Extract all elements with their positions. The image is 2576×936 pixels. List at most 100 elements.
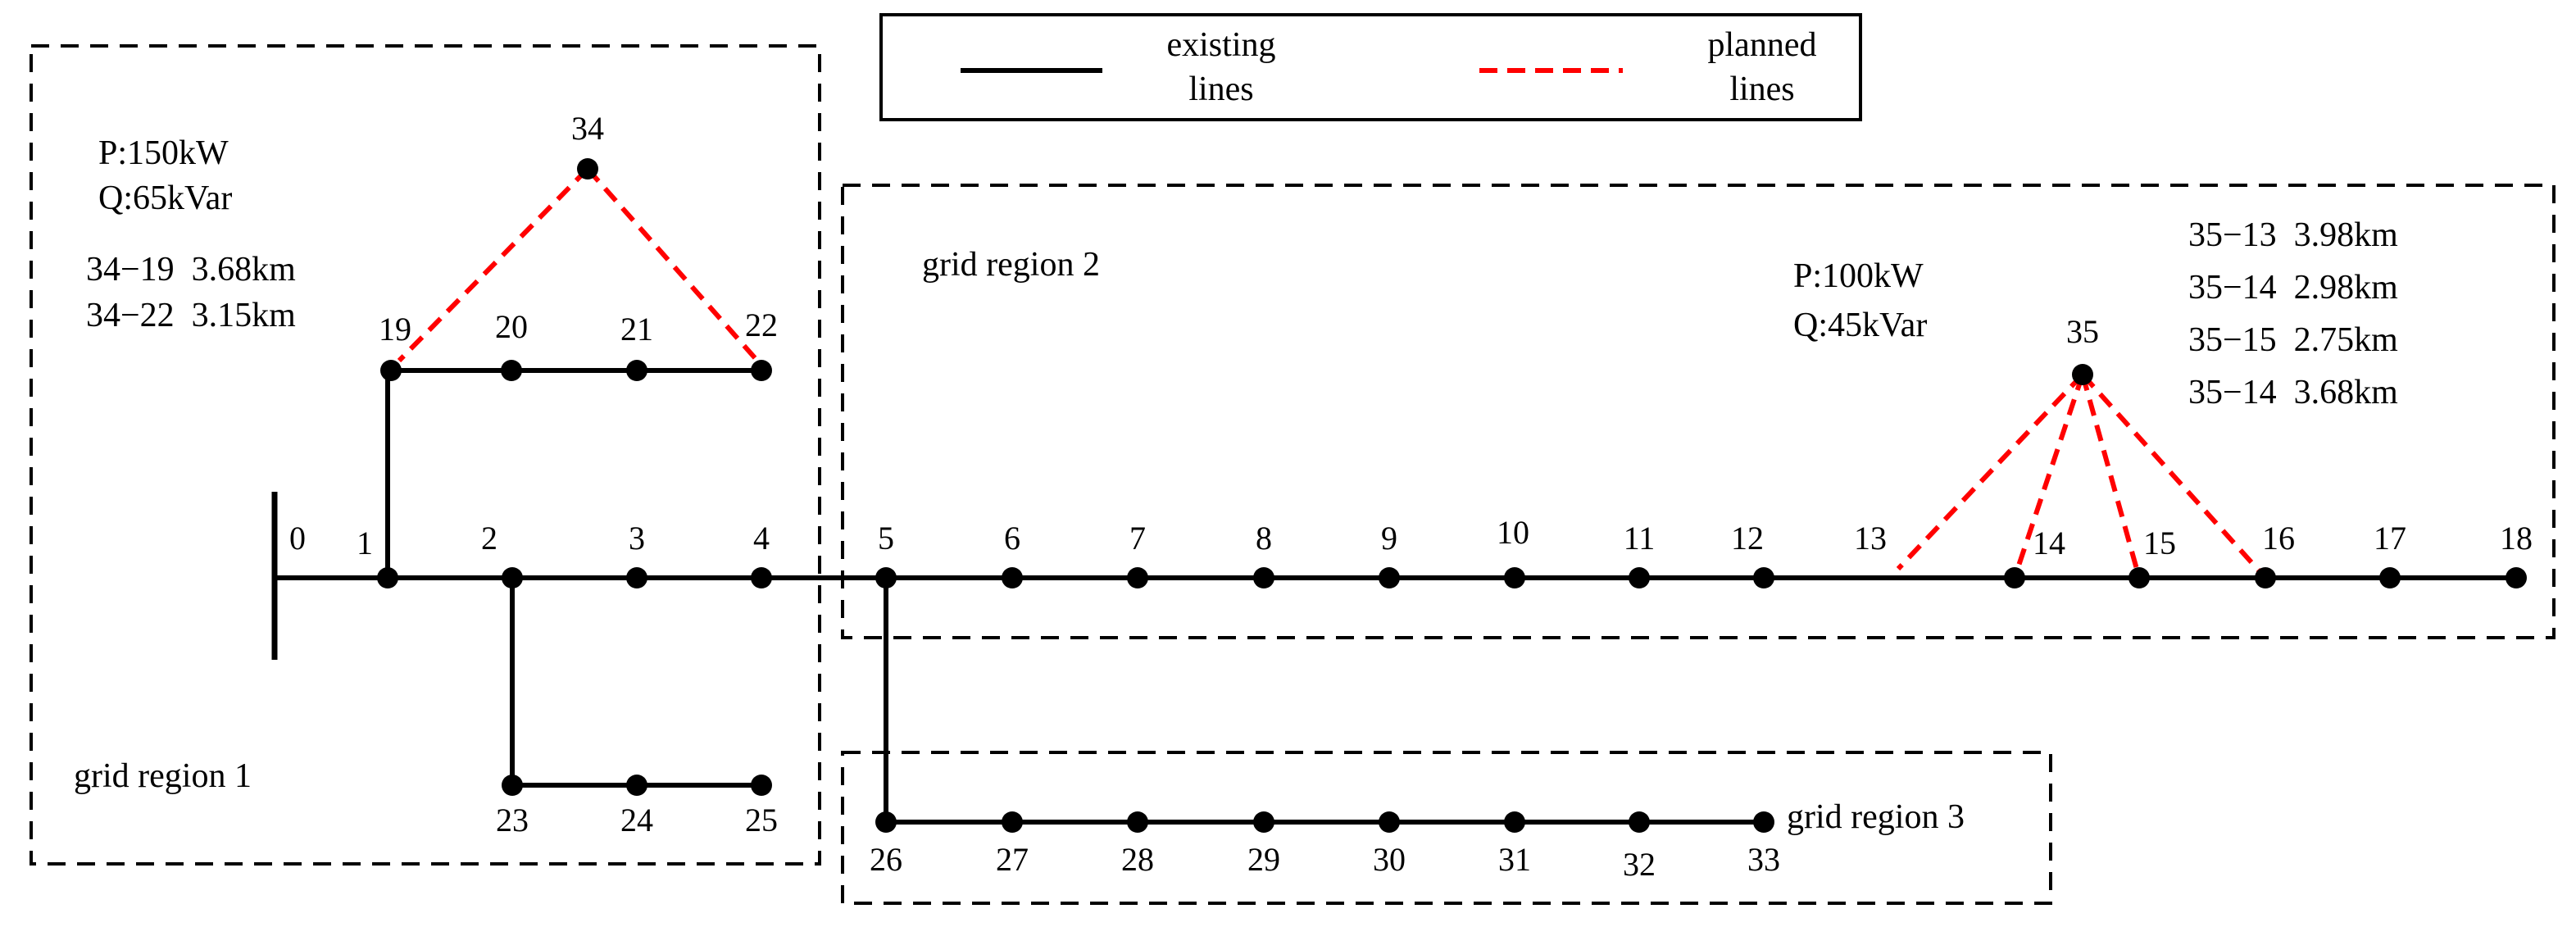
node-22 — [751, 360, 772, 381]
node-label-26: 26 — [870, 841, 902, 878]
node-label-5: 5 — [878, 520, 894, 557]
node-27 — [1002, 811, 1023, 833]
info-node35-load-1: Q:45kVar — [1793, 307, 1927, 344]
node-label-0: 0 — [289, 520, 306, 557]
info-node35-lines-1: 35−14 2.98km — [2188, 269, 2398, 307]
info-node34-lines-0: 34−19 3.68km — [86, 251, 296, 289]
node-6 — [1002, 567, 1023, 588]
node-5 — [875, 567, 897, 588]
region-label-r3: grid region 3 — [1787, 798, 1965, 836]
region-box-r1 — [30, 44, 821, 866]
node-label-7: 7 — [1129, 520, 1146, 557]
legend-box — [879, 13, 1862, 121]
node-30 — [1379, 811, 1400, 833]
legend-planned-label-1: lines — [1729, 70, 1794, 108]
node-28 — [1127, 811, 1148, 833]
info-node35-load-0: P:100kW — [1793, 257, 1924, 295]
node-34 — [577, 158, 598, 179]
node-21 — [626, 360, 647, 381]
regions-layer: grid region 1 grid region 2 grid region 3 — [30, 44, 2556, 905]
node-label-34: 34 — [571, 110, 604, 147]
planned-line-35-15 — [2080, 374, 2142, 579]
node-2 — [502, 567, 523, 588]
node-label-32: 32 — [1623, 846, 1656, 883]
region-box-r3 — [841, 751, 2052, 905]
node-19 — [380, 360, 402, 381]
node-25 — [751, 775, 772, 796]
node-label-21: 21 — [620, 311, 653, 348]
node-label-27: 27 — [996, 841, 1029, 878]
node-35 — [2072, 364, 2093, 385]
node-label-29: 29 — [1247, 841, 1280, 878]
planned-line-34-22 — [585, 167, 760, 362]
node-24 — [626, 775, 647, 796]
info-layer: P:150kW Q:65kVar 34−19 3.68km 34−22 3.15km P… — [86, 134, 2398, 411]
node-label-15: 15 — [2143, 525, 2176, 561]
node-label-3: 3 — [629, 520, 645, 557]
node-label-35: 35 — [2066, 313, 2099, 350]
node-label-11: 11 — [1624, 520, 1656, 557]
node-label-18: 18 — [2500, 520, 2533, 557]
node-label-8: 8 — [1256, 520, 1272, 557]
node-29 — [1253, 811, 1274, 833]
info-node35-lines-3: 35−14 3.68km — [2188, 374, 2398, 411]
node-4 — [751, 567, 772, 588]
node-label-10: 10 — [1497, 514, 1529, 551]
node-label-13: 13 — [1854, 520, 1887, 557]
node-label-20: 20 — [495, 308, 528, 345]
node-label-33: 33 — [1747, 841, 1780, 878]
node-11 — [1629, 567, 1650, 588]
node-12 — [1753, 567, 1774, 588]
node-9 — [1379, 567, 1400, 588]
node-8 — [1253, 567, 1274, 588]
node-label-4: 4 — [753, 520, 770, 557]
node-label-17: 17 — [2374, 520, 2406, 557]
legend-planned-label-0: planned — [1708, 26, 1817, 64]
region-box-r2 — [841, 184, 2556, 639]
node-23 — [502, 775, 523, 796]
node-label-30: 30 — [1373, 841, 1406, 878]
region-label-r1: grid region 1 — [74, 757, 252, 795]
node-label-1: 1 — [357, 525, 373, 561]
legend: existing lines planned lines — [879, 13, 1862, 121]
node-16 — [2255, 567, 2276, 588]
node-3 — [626, 567, 647, 588]
planned-line-34-19 — [397, 166, 590, 363]
node-15 — [2128, 567, 2150, 588]
existing-line-1-19 — [385, 368, 391, 578]
node-label-9: 9 — [1381, 520, 1397, 557]
node-20 — [501, 360, 522, 381]
info-node34-load-1: Q:65kVar — [98, 179, 232, 217]
node-label-22: 22 — [745, 307, 778, 343]
node-7 — [1127, 567, 1148, 588]
node-label-31: 31 — [1498, 841, 1531, 878]
node-10 — [1504, 567, 1525, 588]
node-label-25: 25 — [745, 802, 778, 838]
info-node35-lines-0: 35−13 3.98km — [2188, 216, 2398, 254]
node-18 — [2506, 567, 2527, 588]
node-label-6: 6 — [1004, 520, 1020, 557]
planned-line-35-14 — [2012, 374, 2085, 579]
node-31 — [1504, 811, 1525, 833]
node-label-16: 16 — [2262, 520, 2295, 557]
node-label-19: 19 — [379, 311, 411, 348]
node-label-12: 12 — [1731, 520, 1764, 557]
legend-existing-label-0: existing — [1167, 26, 1276, 64]
node-26 — [875, 811, 897, 833]
lines-layer — [271, 166, 2516, 825]
node-14 — [2004, 567, 2025, 588]
region-label-r2: grid region 2 — [922, 246, 1100, 284]
node-32 — [1629, 811, 1650, 833]
node-33 — [1753, 811, 1774, 833]
node-1 — [377, 567, 398, 588]
info-node34-load-0: P:150kW — [98, 134, 229, 172]
node-17 — [2379, 567, 2401, 588]
legend-existing-label-1: lines — [1188, 70, 1253, 108]
node-label-2: 2 — [481, 520, 497, 557]
planned-line-35-16 — [2080, 372, 2268, 580]
info-node35-lines-2: 35−15 2.75km — [2188, 321, 2398, 359]
node-label-14: 14 — [2033, 525, 2065, 561]
info-node34-lines-1: 34−22 3.15km — [86, 297, 296, 334]
